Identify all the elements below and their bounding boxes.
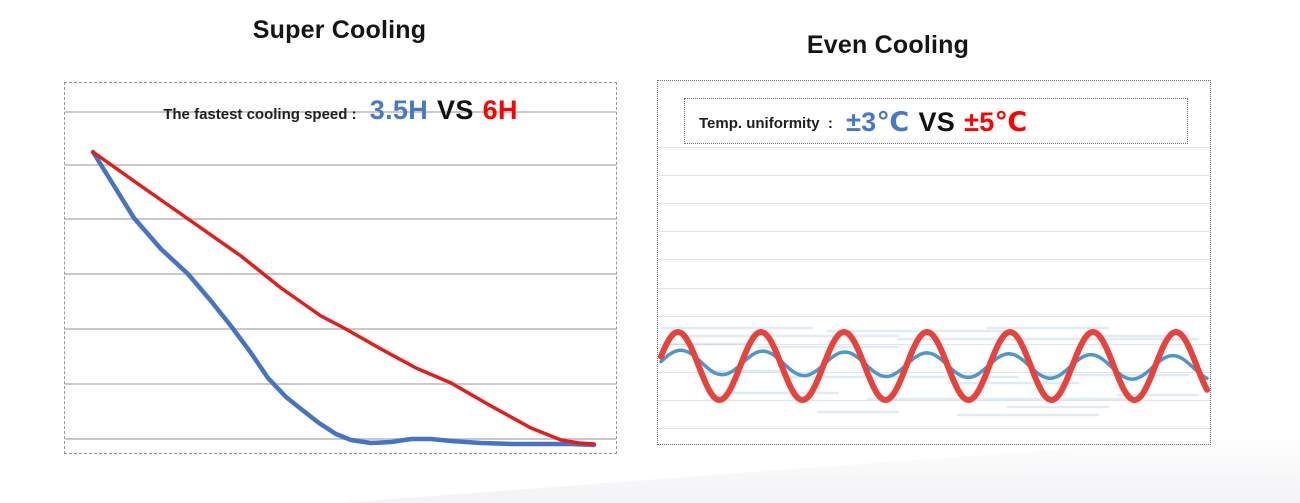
even-cooling-title: Even Cooling	[806, 31, 970, 59]
even-cooling-gridlines	[658, 81, 1210, 444]
super-cooling-title: Super Cooling	[252, 16, 427, 44]
gridline	[658, 231, 1210, 232]
gridline	[65, 218, 616, 220]
gridline	[65, 383, 616, 385]
gridline	[65, 164, 616, 166]
temp-uniformity-value-loose: ±5℃	[964, 106, 1028, 137]
gridline	[658, 344, 1210, 345]
gridline	[658, 316, 1210, 317]
temperature-uniformity-wave-plot	[658, 326, 1210, 417]
temp-uniformity-vs-text: VS	[918, 106, 956, 137]
temp-uniformity-stat-label: Temp. uniformity :	[699, 114, 838, 132]
gridline	[658, 400, 1210, 401]
cooling-speed-stat: The fastest cooling speed : 3.5H VS 6H	[65, 95, 616, 126]
cooling-speed-value-slow: 6H	[482, 95, 518, 125]
gridline	[65, 273, 616, 275]
cooling-speed-line-plot	[90, 149, 597, 448]
gridline	[658, 175, 1210, 176]
gridline	[658, 288, 1210, 289]
super-cooling-gridlines	[65, 83, 616, 453]
gridline	[658, 428, 1210, 429]
temp-uniformity-value-tight: ±3℃	[846, 106, 910, 137]
gridline	[658, 147, 1210, 148]
gridline	[658, 372, 1210, 373]
super-cooling-chart-box: The fastest cooling speed : 3.5H VS 6H	[64, 82, 617, 454]
cooling-speed-stat-label: The fastest cooling speed :	[163, 106, 361, 123]
cooling-speed-value-fast: 3.5H	[369, 95, 429, 125]
temp-uniformity-stat-box: Temp. uniformity : ±3℃ VS ±5℃	[684, 98, 1188, 144]
gridline	[65, 438, 616, 440]
gridline	[65, 111, 616, 113]
gridline	[658, 203, 1210, 204]
gridline	[658, 259, 1210, 260]
gridline	[65, 328, 616, 330]
cooling-speed-vs-text: VS	[437, 95, 474, 125]
even-cooling-chart-box: Temp. uniformity : ±3℃ VS ±5℃	[657, 80, 1211, 445]
